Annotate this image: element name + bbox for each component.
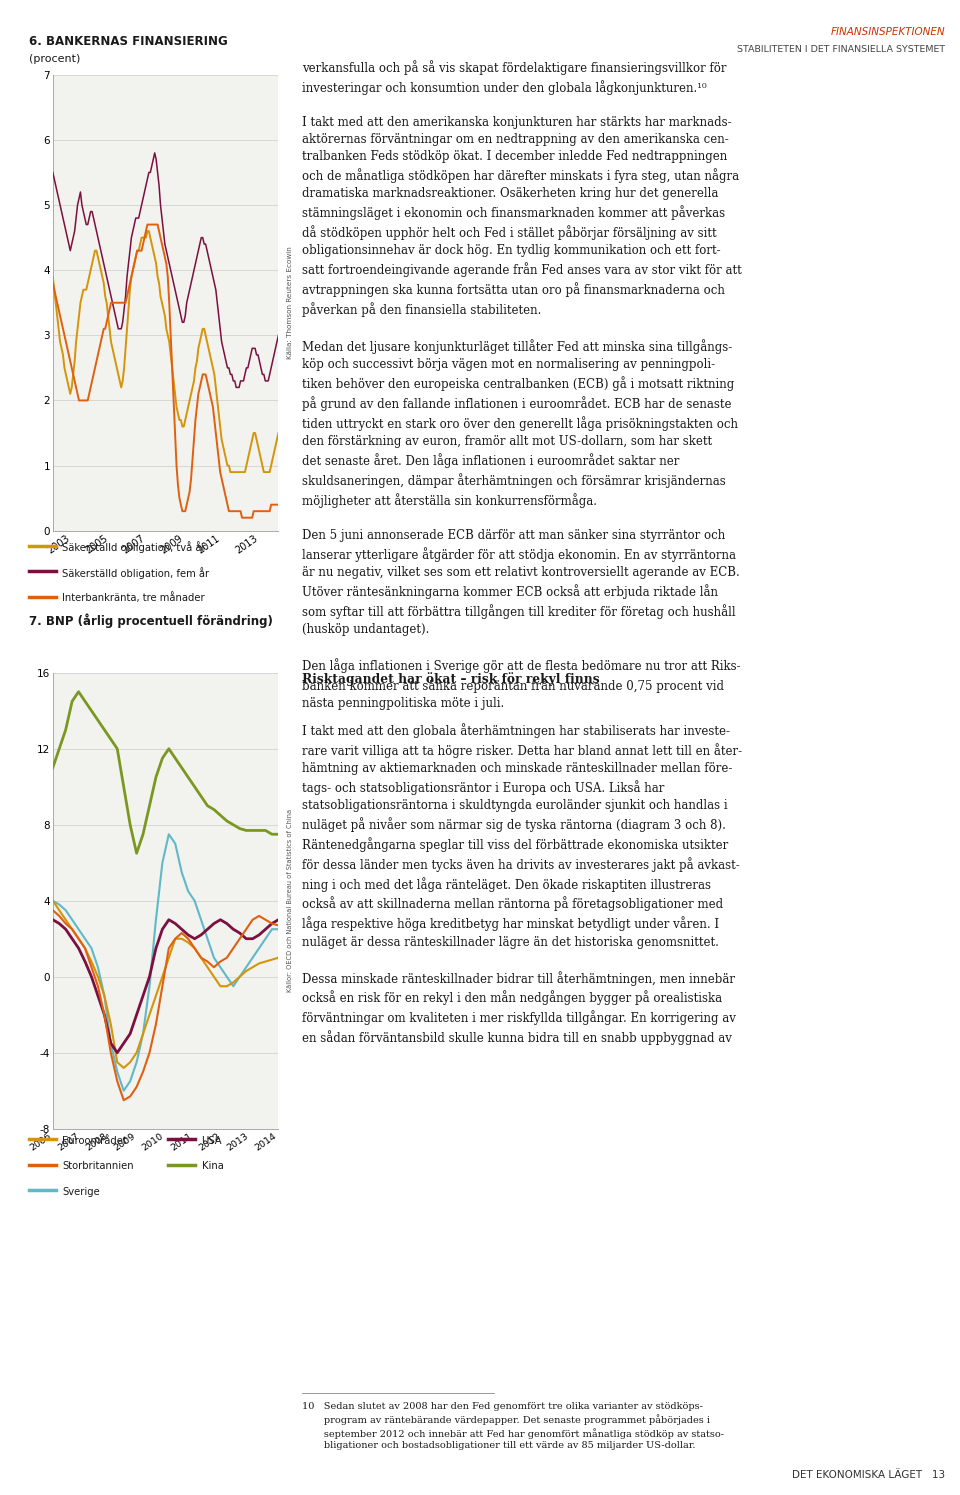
Text: USA: USA bbox=[202, 1136, 222, 1145]
Text: STABILITETEN I DET FINANSIELLA SYSTEMET: STABILITETEN I DET FINANSIELLA SYSTEMET bbox=[737, 45, 946, 54]
Text: Interbankränta, tre månader: Interbankränta, tre månader bbox=[62, 592, 205, 604]
Text: 10   Sedan slutet av 2008 har den Fed genomfört tre olika varianter av stödköps-: 10 Sedan slutet av 2008 har den Fed geno… bbox=[302, 1402, 725, 1450]
Text: DET EKONOMISKA LÄGET   13: DET EKONOMISKA LÄGET 13 bbox=[792, 1470, 946, 1480]
Text: Sverige: Sverige bbox=[62, 1187, 100, 1196]
Text: FINANSINSPEKTIONEN: FINANSINSPEKTIONEN bbox=[831, 27, 946, 37]
Text: Risktagandet har ökat – risk för rekyl finns: Risktagandet har ökat – risk för rekyl f… bbox=[302, 673, 600, 686]
Text: Säkerställd obligation, två år: Säkerställd obligation, två år bbox=[62, 541, 206, 553]
Text: I takt med att den globala återhämtningen har stabiliserats har investe-
rare va: I takt med att den globala återhämtninge… bbox=[302, 724, 742, 1063]
Text: Kina: Kina bbox=[202, 1162, 224, 1171]
Text: Euroområdet: Euroområdet bbox=[62, 1136, 127, 1145]
Text: verkansfulla och på så vis skapat fördelaktigare finansieringsvillkor för
invest: verkansfulla och på så vis skapat fördel… bbox=[302, 60, 742, 727]
Text: Storbritannien: Storbritannien bbox=[62, 1162, 134, 1171]
Text: Säkerställd obligation, fem år: Säkerställd obligation, fem år bbox=[62, 567, 209, 579]
Text: (procent): (procent) bbox=[29, 54, 81, 64]
Text: 7. BNP (årlig procentuell förändring): 7. BNP (årlig procentuell förändring) bbox=[29, 613, 273, 628]
Text: Källor: OECD och National Bureau of Statistics of China: Källor: OECD och National Bureau of Stat… bbox=[287, 809, 294, 993]
Text: 6. BANKERNAS FINANSIERING: 6. BANKERNAS FINANSIERING bbox=[29, 34, 228, 48]
Text: Källa: Thomson Reuters Ecowin: Källa: Thomson Reuters Ecowin bbox=[287, 247, 294, 359]
